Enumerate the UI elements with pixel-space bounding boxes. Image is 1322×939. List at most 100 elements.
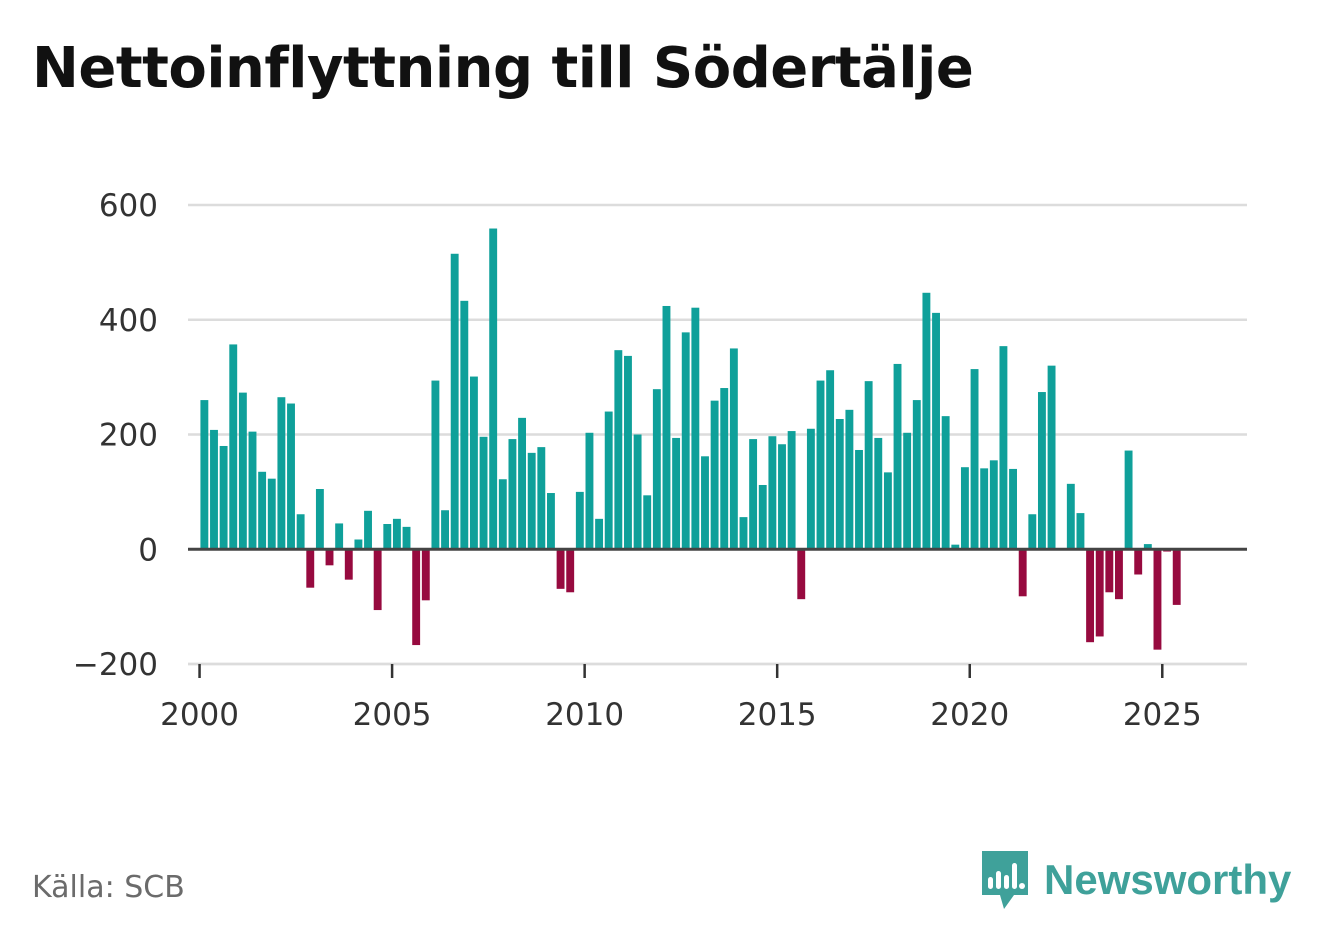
bar [989, 460, 998, 550]
bar [556, 549, 565, 589]
bar [364, 510, 372, 550]
bar [277, 397, 286, 550]
bar [412, 549, 421, 646]
bar [1076, 513, 1085, 550]
bar [547, 493, 555, 550]
bar [729, 348, 738, 550]
bar [267, 478, 276, 550]
bar [941, 416, 950, 550]
bar [383, 524, 392, 550]
bar [614, 350, 623, 550]
bar [672, 437, 681, 550]
bar [643, 495, 652, 550]
bar [758, 484, 767, 550]
bar [604, 411, 613, 550]
chart-title: Nettoinflyttning till Södertälje [32, 36, 974, 101]
bar [373, 549, 382, 611]
bar [527, 452, 536, 550]
bar [315, 489, 324, 550]
bar [498, 479, 507, 550]
bar [633, 434, 642, 550]
bar [1115, 549, 1123, 600]
bar [595, 518, 604, 550]
bar [739, 517, 748, 550]
bar [681, 332, 690, 550]
bar [1153, 549, 1162, 650]
x-tick-label: 2000 [160, 697, 239, 733]
newsworthy-logo-icon [982, 851, 1028, 909]
bar [826, 370, 835, 550]
bars [200, 228, 1181, 650]
x-tick-label: 2025 [1123, 697, 1202, 733]
bar [238, 392, 247, 550]
bar [200, 400, 209, 550]
bar [469, 376, 478, 550]
bar [816, 380, 825, 550]
bar [970, 369, 979, 550]
bar [306, 549, 315, 588]
bar [1134, 549, 1143, 575]
bar [210, 429, 218, 550]
bar [287, 403, 295, 550]
bar [354, 539, 363, 550]
bar [710, 400, 719, 550]
bar [768, 436, 777, 550]
bar [335, 523, 344, 550]
bar [489, 228, 498, 550]
bar [566, 549, 575, 593]
bar [652, 389, 661, 550]
bar [585, 432, 594, 550]
bar [1105, 549, 1114, 593]
bar [450, 253, 459, 550]
bar [845, 409, 854, 550]
bar [1172, 549, 1181, 605]
bar [874, 437, 883, 550]
bar [951, 544, 960, 550]
bar [980, 468, 989, 550]
bar [1009, 468, 1017, 550]
bar [460, 300, 469, 550]
bar [1047, 365, 1056, 550]
bar [1143, 544, 1152, 550]
bar [421, 549, 430, 601]
source-label: Källa: SCB [32, 870, 185, 905]
bar [402, 526, 411, 550]
y-tick-label: −200 [73, 647, 158, 683]
bar [864, 381, 873, 550]
x-axis [188, 547, 1247, 666]
bar [691, 307, 700, 550]
bar [835, 419, 844, 550]
bar [1095, 549, 1104, 637]
bar [248, 431, 257, 550]
bar [922, 292, 931, 550]
logo-text: Newsworthy [1044, 856, 1292, 903]
bar [960, 467, 969, 550]
bar [1028, 514, 1037, 550]
bar [1124, 450, 1133, 550]
y-axis-tick-labels: −200 0 200 400 600 [73, 188, 158, 683]
newsworthy-logo: Newsworthy [980, 848, 1291, 912]
bar [392, 518, 401, 550]
bar [662, 305, 671, 550]
bar [749, 439, 758, 550]
bar [720, 388, 729, 550]
bar [1086, 549, 1095, 643]
bar [258, 471, 267, 550]
bar [508, 439, 517, 550]
y-tick-label: 0 [138, 532, 158, 568]
y-tick-label: 600 [99, 188, 158, 224]
bar [624, 355, 632, 550]
bar [1018, 549, 1027, 597]
bar [932, 312, 940, 550]
x-tick-label: 2010 [545, 697, 624, 733]
bar [344, 549, 353, 580]
bar [883, 472, 892, 550]
bar [787, 431, 796, 550]
bar [479, 436, 488, 550]
bar [575, 491, 584, 550]
y-tick-label: 400 [99, 303, 158, 339]
bar [778, 444, 786, 550]
bar [229, 344, 238, 550]
x-tick-label: 2005 [353, 697, 432, 733]
